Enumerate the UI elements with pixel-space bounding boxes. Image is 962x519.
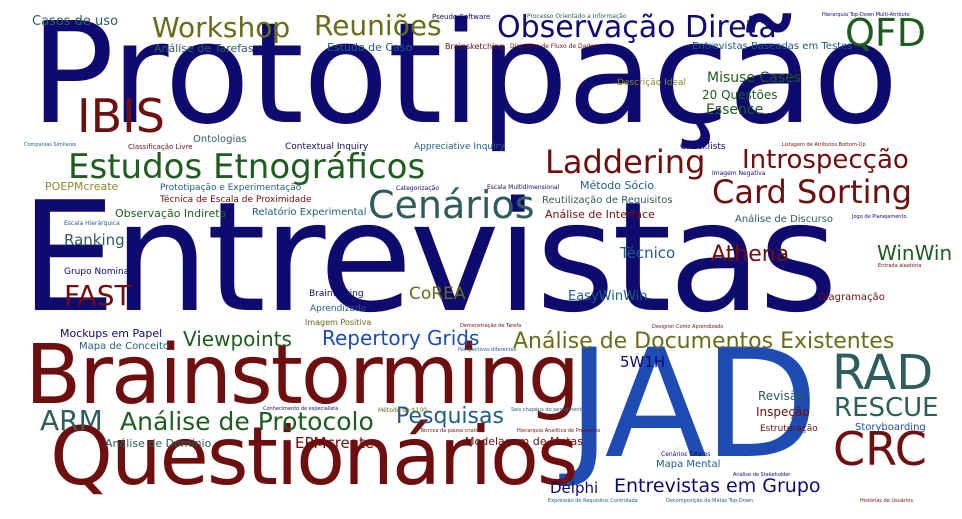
word-epmcreate: EPMcreate <box>295 434 375 452</box>
word-metodo-100: Método de $100 <box>378 407 427 414</box>
word-analise-discurso: Análise de Discurso <box>735 214 834 225</box>
word-descricao-ideal: Descrição Ideal <box>617 78 687 88</box>
word-delphi: Delphi <box>550 479 599 497</box>
word-easywinwin: EasyWinWin <box>568 289 648 304</box>
word-misuse-cases: Misuse Cases <box>707 70 802 86</box>
word-decomposicao-metas: Decomposição de Metas Top-Down <box>666 498 754 504</box>
word-jogo-planejamento: Jogo de Planejamento <box>852 214 907 220</box>
word-ibis: IBIS <box>77 89 165 143</box>
word-crc: CRC <box>833 422 927 476</box>
word-metodo-socio: Método Sócio <box>580 179 655 192</box>
word-seis-chapeus: Seis chapéus do pensamento <box>511 407 585 413</box>
word-demonstracao-tarefa: Demonstração de Tarefa <box>460 323 522 329</box>
word-corea: CoREA <box>409 284 466 304</box>
word-expressao-requisitos: Expressão de Requisitos Controlada <box>548 498 638 504</box>
word-tecnico: Técnico <box>620 244 676 262</box>
word-imagem-negativa: Imagem Negativa <box>712 170 766 177</box>
word-imagem-positiva: Imagem Positiva <box>305 318 372 327</box>
word-diagramacao: Diagramação <box>818 292 885 303</box>
word-brainstorming: Brainstorming <box>25 328 580 423</box>
word-fast: FAST <box>64 279 132 312</box>
word-appreciative-inquiry: Appreciative Inquiry <box>414 142 505 152</box>
word-cenarios-futuros: Cenários futuros <box>661 451 711 458</box>
word-revisao: Revisão <box>758 389 805 403</box>
word-repertory-grids: Repertory Grids <box>322 326 480 350</box>
word-ontologias: Ontologias <box>193 134 247 145</box>
word-poepmcreate: POEPMcreate <box>45 180 119 193</box>
word-contextual-inquiry: Contextual Inquiry <box>285 142 369 152</box>
word-storyboarding: Storyboarding <box>855 422 926 433</box>
word-qfd: QFD <box>845 11 927 55</box>
word-hierarquia-analitica: Hierarquia Analítica de Processos <box>517 428 601 434</box>
word-estudos-etnograficos: Estudos Etnográficos <box>68 147 426 187</box>
word-brainwriting: Brainwriting <box>309 289 364 299</box>
word-tecnica-pausa: Técnica da pausa criativa <box>420 428 484 434</box>
word-perspectivas: Perspectivas diferentes <box>458 347 517 353</box>
word-relatorio-exp: Relatório Experimental <box>252 207 367 218</box>
word-categorizacao: Categorização <box>396 185 439 192</box>
word-checklists: Checklists <box>680 142 726 152</box>
word-viewpoints: Viewpoints <box>183 327 292 351</box>
word-designer-aprendizado: Designer Como Aprendizado <box>652 324 724 330</box>
word-entrevistas-testes: Entrevistas Baseadas em Testes <box>692 41 853 52</box>
word-inspecao: Inspeção <box>756 405 810 419</box>
word-card-sorting: Card Sorting <box>712 173 913 211</box>
word-estudo-caso: Estudo de Caso <box>327 41 413 54</box>
word-ranking: Ranking <box>64 231 125 249</box>
word-analise-stakeholder: Análise de Stakeholder <box>733 472 791 478</box>
word-reunioes: Reuniões <box>314 9 442 42</box>
word-pesquisas: Pesquisas <box>396 404 504 429</box>
word-prototipacao: Prototipação <box>30 0 899 156</box>
word-questionarios: Questionários <box>50 410 579 503</box>
word-analise-interface: Análise de Interface <box>545 208 655 221</box>
word-prototipacao-exp: Prototipação e Experimentação <box>160 183 302 193</box>
word-rescue: RESCUE <box>834 393 939 423</box>
word-laddering: Laddering <box>545 143 706 181</box>
word-modelagem-metas: Modelagem de Metas <box>465 435 584 448</box>
word-brainsketching: Brainsketching <box>445 42 505 51</box>
word-mapa-mental: Mapa Mental <box>656 459 721 470</box>
word-estruturacao: Estruturação <box>760 424 818 434</box>
word-entrevistas: Entrevistas <box>20 169 838 346</box>
word-companias: Companias Similares <box>24 142 77 148</box>
word-5w1h: 5W1H <box>620 353 666 371</box>
word-rad: RAD <box>832 345 934 401</box>
word-escala-multi: Escala Multidimensional <box>487 184 560 191</box>
word-entrevistas-grupo: Entrevistas em Grupo <box>614 475 821 497</box>
word-processo-orientado: Processo Orientado a Informação <box>527 13 627 20</box>
word-reutilizacao: Reutilização de Requisitos <box>542 195 673 206</box>
word-tecnica-escala: Técnica de Escala de Proximidade <box>160 195 312 205</box>
word-aprendizado: Aprendizado <box>310 304 367 314</box>
word-mapa-conceito: Mapa de Conceito <box>79 341 169 352</box>
word-historias-usuarios: Histórias de Usuários <box>860 498 913 504</box>
word-observacao-direta: Observação Direta <box>497 10 777 45</box>
word-winwin: WinWin <box>877 241 953 265</box>
word-escala-hierarquica: Escala Hierárquica <box>64 220 120 227</box>
word-analise-dominio: Análise de Domínio <box>105 437 212 450</box>
word-classificacao-livre: Classificação Livre <box>128 143 193 151</box>
word-casos-de-uso: Casos de uso <box>32 14 119 29</box>
word-introspeccao: Introspecção <box>742 145 909 175</box>
word-jad: JAD <box>567 318 819 492</box>
word-20-questoes: 20 Questões <box>702 88 778 102</box>
word-athena: Athena <box>711 242 790 267</box>
word-analise-tarefas: Análise de Tarefas <box>154 42 254 55</box>
word-diagrama-fluxo: Diagrama de Fluxo de Dados <box>510 43 597 50</box>
word-listagem-atributos: Listagem de Atributos Bottom-Up <box>782 142 866 148</box>
word-hierarquia-topdown: Hierarquia Top-Down Multi-Atributo <box>822 12 910 18</box>
word-pseudo-software: Pseudo Software <box>432 13 491 21</box>
word-cenarios: Cenários <box>368 183 535 227</box>
word-mockups: Mockups em Papel <box>60 327 163 340</box>
word-analise-documentos: Análise de Documentos Existentes <box>513 329 895 354</box>
word-observacao-indireta: Observação Indireta <box>115 207 227 220</box>
word-conhecimento-especialista: Conhecimento de especialista <box>263 406 339 412</box>
word-workshop: Workshop <box>152 11 291 44</box>
word-essence: Essence <box>706 102 764 118</box>
word-entrada-aleatoria: Entrada aleatória <box>878 263 922 269</box>
word-arm: ARM <box>40 404 103 437</box>
word-grupo-nominal: Grupo Nominal <box>64 267 132 277</box>
word-analise-protocolo: Análise de Protocolo <box>120 407 374 436</box>
